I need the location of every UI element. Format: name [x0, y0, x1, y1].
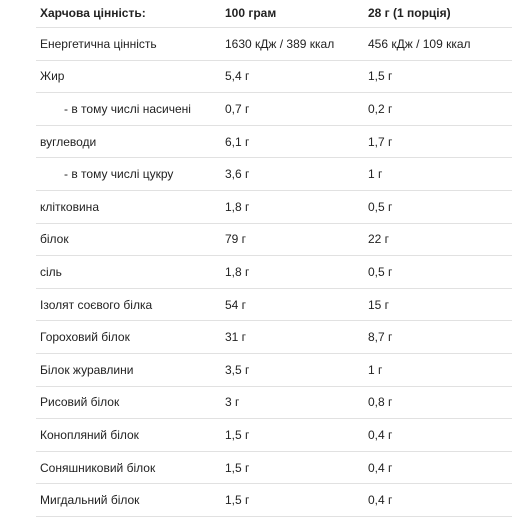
- value-per-serving: 0,5 г: [368, 264, 393, 279]
- value-per-serving: 0,4 г: [368, 460, 393, 475]
- table-row: вуглеводи 6,1 г 1,7 г: [36, 126, 512, 159]
- value-per-100g: 1,5 г: [225, 460, 250, 475]
- value-per-serving: 456 кДж / 109 ккал: [368, 36, 471, 51]
- value-per-100g: 1630 кДж / 389 ккал: [225, 36, 335, 51]
- value-per-serving: 22 г: [368, 232, 390, 247]
- value-per-100g: 6,1 г: [225, 134, 250, 149]
- value-per-100g: 3,5 г: [225, 362, 250, 377]
- table-row: Соняшниковий білок 1,5 г 0,4 г: [36, 452, 512, 485]
- table-row: Ізолят соєвого білка 54 г 15 г: [36, 289, 512, 322]
- table-row: клітковина 1,8 г 0,5 г: [36, 191, 512, 224]
- nutrient-name: Білок журавлини: [40, 362, 134, 377]
- table-row: сіль 1,8 г 0,5 г: [36, 256, 512, 289]
- nutrient-name: - в тому числі цукру: [64, 167, 174, 182]
- value-per-serving: 1 г: [368, 362, 383, 377]
- table-header: Харчова цінність: 100 грам 28 г (1 порці…: [36, 0, 512, 28]
- value-per-100g: 31 г: [225, 330, 247, 345]
- value-per-serving: 15 г: [368, 297, 390, 312]
- table-row: - в тому числі цукру 3,6 г 1 г: [36, 158, 512, 191]
- header-nutrition-value: Харчова цінність:: [40, 6, 146, 20]
- value-per-100g: 1,5 г: [225, 493, 250, 508]
- value-per-serving: 1 г: [368, 167, 383, 182]
- value-per-100g: 54 г: [225, 297, 247, 312]
- value-per-serving: 0,4 г: [368, 493, 393, 508]
- table-row: Жир 5,4 г 1,5 г: [36, 61, 512, 94]
- value-per-serving: 0,2 г: [368, 101, 393, 116]
- nutrient-name: Мигдальний білок: [40, 493, 140, 508]
- table-row: Білок журавлини 3,5 г 1 г: [36, 354, 512, 387]
- nutrient-name: Рисовий білок: [40, 395, 120, 410]
- value-per-100g: 1,5 г: [225, 427, 250, 442]
- header-per-100g: 100 грам: [225, 6, 277, 20]
- value-per-serving: 8,7 г: [368, 330, 393, 345]
- value-per-100g: 1,8 г: [225, 199, 250, 214]
- nutrient-name: Жир: [40, 69, 65, 84]
- table-row: білок 79 г 22 г: [36, 224, 512, 257]
- value-per-serving: 1,5 г: [368, 69, 393, 84]
- value-per-100g: 5,4 г: [225, 69, 250, 84]
- value-per-serving: 0,5 г: [368, 199, 393, 214]
- value-per-100g: 3,6 г: [225, 167, 250, 182]
- table-row: - в тому числі насичені 0,7 г 0,2 г: [36, 93, 512, 126]
- value-per-100g: 0,7 г: [225, 101, 250, 116]
- nutrient-name: сіль: [40, 264, 62, 279]
- table-row: Рисовий білок 3 г 0,8 г: [36, 387, 512, 420]
- table-row: Гороховий білок 31 г 8,7 г: [36, 321, 512, 354]
- nutrient-name: клітковина: [40, 199, 99, 214]
- nutrient-name: вуглеводи: [40, 134, 97, 149]
- table-row: Енергетична цінність 1630 кДж / 389 ккал…: [36, 28, 512, 61]
- table-row: Мигдальний білок 1,5 г 0,4 г: [36, 484, 512, 517]
- nutrient-name: Ізолят соєвого білка: [40, 297, 153, 312]
- nutrient-name: Гороховий білок: [40, 330, 130, 345]
- value-per-100g: 79 г: [225, 232, 247, 247]
- value-per-serving: 1,7 г: [368, 134, 393, 149]
- nutrient-name: білок: [40, 232, 69, 247]
- value-per-serving: 0,4 г: [368, 427, 393, 442]
- nutrition-table: Харчова цінність: 100 грам 28 г (1 порці…: [36, 0, 512, 517]
- nutrient-name: Конопляний білок: [40, 427, 139, 442]
- nutrient-name: Соняшниковий білок: [40, 460, 156, 475]
- table-row: Конопляний білок 1,5 г 0,4 г: [36, 419, 512, 452]
- value-per-100g: 1,8 г: [225, 264, 250, 279]
- nutrient-name: - в тому числі насичені: [64, 101, 191, 116]
- value-per-serving: 0,8 г: [368, 395, 393, 410]
- header-per-serving: 28 г (1 порція): [368, 6, 451, 20]
- value-per-100g: 3 г: [225, 395, 240, 410]
- nutrient-name: Енергетична цінність: [40, 36, 157, 51]
